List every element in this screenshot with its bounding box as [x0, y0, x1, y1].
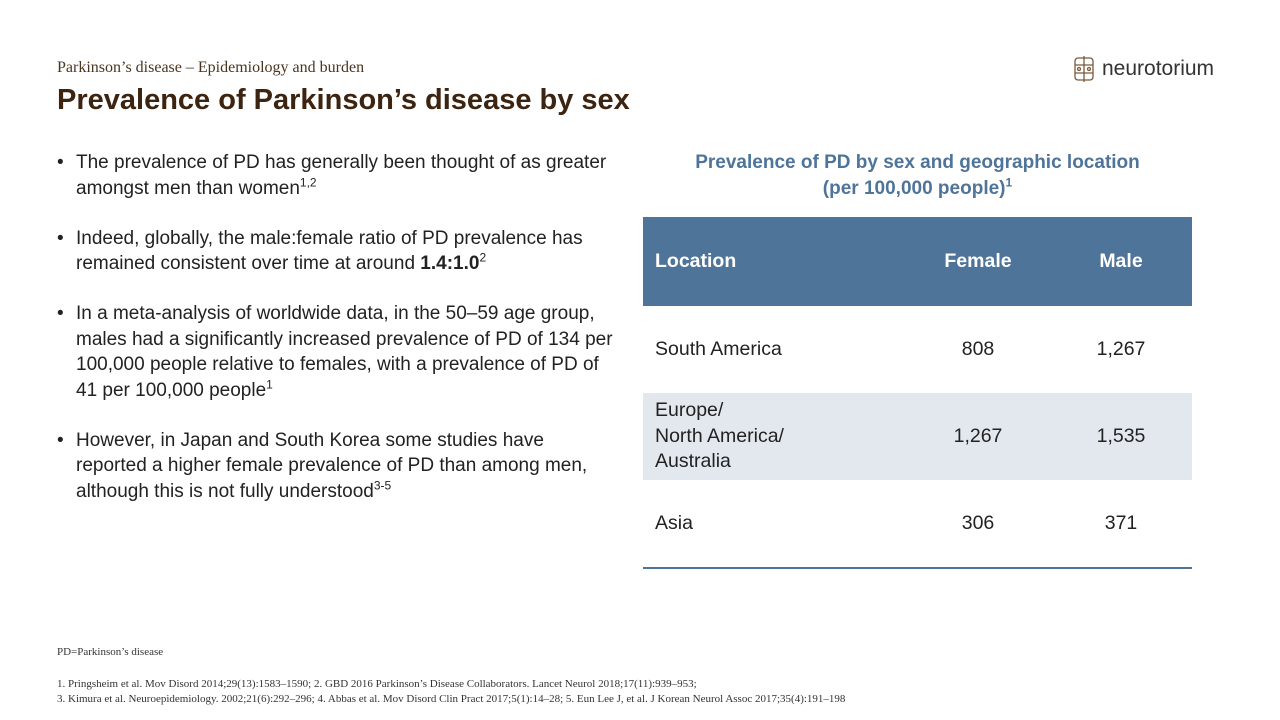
prevalence-table: Location Female Male South America 808 1…	[643, 217, 1192, 569]
cell: 1,267	[906, 393, 1050, 480]
bullet: In a meta-analysis of worldwide data, in…	[57, 301, 617, 403]
column-header: Female	[906, 217, 1050, 306]
table-title-line: Prevalence of PD by sex and geographic l…	[695, 152, 1140, 173]
subtitle: Parkinson’s disease – Epidemiology and b…	[57, 59, 365, 76]
row: Europe/ North America/ Australia 1,267 1…	[643, 393, 1192, 480]
citation: 2	[479, 250, 487, 265]
row: Asia 306 371	[643, 480, 1192, 569]
table-title: Prevalence of PD by sex and geographic l…	[643, 150, 1192, 201]
bullet-text: Indeed, globally, the male:female ratio …	[76, 227, 583, 275]
header-row: Location Female Male	[643, 217, 1192, 306]
abbreviation: PD=Parkinson’s disease	[57, 646, 164, 658]
cell: 808	[961, 338, 995, 360]
column-header: Male	[1050, 217, 1192, 306]
logo: neurotorium	[1072, 54, 1214, 84]
bullet: However, in Japan and South Korea some s…	[57, 428, 617, 505]
reference: 1. Pringsheim et al. Mov Disord 2014;29(…	[57, 678, 697, 690]
logo-icon	[1074, 56, 1094, 82]
bullet-text: In a meta-analysis of worldwide data, in…	[76, 303, 613, 401]
citation: 1,2	[299, 175, 317, 190]
bullet-list: The prevalence of PD has generally been …	[57, 150, 617, 529]
cell: 306	[906, 480, 1050, 569]
citation: 1	[266, 377, 273, 392]
logo-text: neurotorium	[1102, 57, 1215, 80]
citation: 3-5	[373, 478, 392, 493]
row: South America 808 1,267	[643, 306, 1192, 393]
bullet-bold: 1.4:1.0	[420, 253, 480, 274]
table-subtitle: (per 100,000 people)1	[643, 176, 1192, 202]
bullet: The prevalence of PD has generally been …	[57, 150, 617, 201]
table-subtitle-text: (per 100,000 people)	[822, 177, 1006, 199]
column-header: Location	[643, 217, 906, 306]
cell: Europe/ North America/ Australia	[643, 393, 906, 480]
title: Prevalence of Parkinson’s disease by sex	[57, 84, 630, 116]
citation: 1	[1005, 175, 1013, 190]
reference: 3. Kimura et al. Neuroepidemiology. 2002…	[57, 693, 846, 705]
cell: 1,267	[1096, 338, 1146, 360]
bullet-text: The prevalence of PD has generally been …	[76, 152, 607, 199]
cell: 371	[1050, 480, 1192, 569]
bullet: Indeed, globally, the male:female ratio …	[57, 226, 617, 277]
cell: South America	[655, 337, 782, 360]
bullet-text: However, in Japan and South Korea some s…	[76, 429, 588, 502]
cell: 1,535	[1050, 393, 1192, 480]
cell: Asia	[643, 480, 906, 569]
